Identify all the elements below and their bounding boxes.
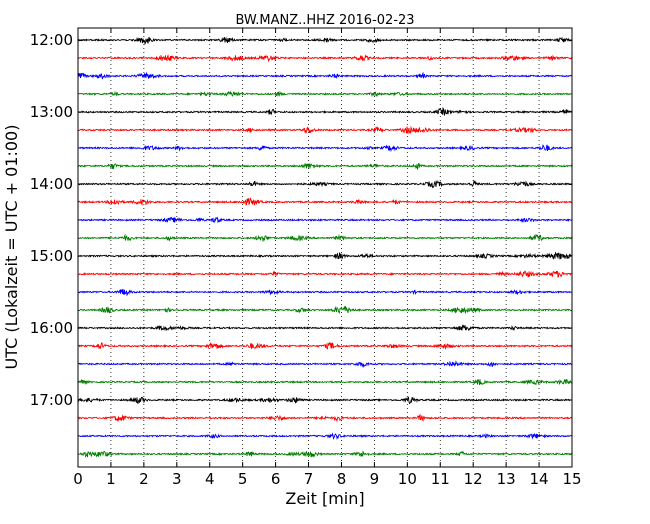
- seismic-trace: [77, 71, 572, 80]
- x-tick-label: 4: [205, 470, 215, 488]
- seismic-trace: [77, 125, 573, 135]
- x-tick-label: 7: [304, 470, 314, 488]
- y-tick-label: 17:00: [30, 391, 73, 409]
- seismic-trace: [77, 251, 573, 261]
- seismic-trace: [77, 396, 573, 405]
- seismic-trace: [77, 270, 573, 278]
- seismic-trace: [77, 162, 573, 171]
- x-tick-label: 6: [271, 470, 281, 488]
- x-axis-label: Zeit [min]: [285, 489, 364, 508]
- seismic-trace: [77, 450, 573, 458]
- seismic-trace: [77, 144, 573, 153]
- y-axis-label: UTC (Lokalzeit = UTC + 01:00): [2, 125, 21, 370]
- x-tick-label: 8: [337, 470, 347, 488]
- seismic-trace: [77, 179, 573, 189]
- seismic-trace: [77, 53, 573, 63]
- x-tick-label: 2: [139, 470, 149, 488]
- seismic-trace: [77, 378, 573, 386]
- seismic-trace: [77, 306, 573, 315]
- seismic-trace: [77, 90, 573, 98]
- plot-frame: [77, 27, 573, 468]
- y-tick-label: 15:00: [30, 247, 73, 265]
- x-tick-label: 14: [530, 470, 549, 488]
- x-tick-label: 15: [562, 470, 581, 488]
- y-tick-label: 14:00: [30, 175, 73, 193]
- seismic-trace: [77, 107, 573, 116]
- x-tick-label: 11: [431, 470, 450, 488]
- seismic-trace: [77, 341, 573, 350]
- x-tick-label: 0: [73, 470, 83, 488]
- seismic-trace: [77, 288, 573, 297]
- seismic-trace: [77, 432, 573, 441]
- seismic-trace: [77, 324, 573, 332]
- trace-layer: [77, 36, 573, 458]
- seismic-trace: [77, 216, 573, 224]
- x-tick-label: 3: [172, 470, 182, 488]
- x-tick-label: 1: [106, 470, 116, 488]
- x-tick-label: 13: [497, 470, 516, 488]
- seismic-trace: [77, 197, 573, 207]
- seismic-trace: [77, 36, 573, 45]
- x-tick-label: 5: [238, 470, 248, 488]
- y-tick-label: 16:00: [30, 319, 73, 337]
- seismic-trace: [77, 359, 573, 369]
- seismic-trace: [77, 413, 573, 423]
- x-tick-label: 9: [370, 470, 380, 488]
- x-tick-label: 12: [464, 470, 483, 488]
- y-tick-label: 12:00: [30, 31, 73, 49]
- y-tick-label: 13:00: [30, 103, 73, 121]
- chart-title: BW.MANZ..HHZ 2016-02-23: [235, 13, 414, 28]
- seismic-trace: [77, 233, 573, 242]
- tick-layer: 0 1 2 3 4 5 6 7 8 9 10 11 12 13 14 1512:0013:0014:0015:…: [30, 28, 582, 488]
- x-tick-label: 10: [398, 470, 417, 488]
